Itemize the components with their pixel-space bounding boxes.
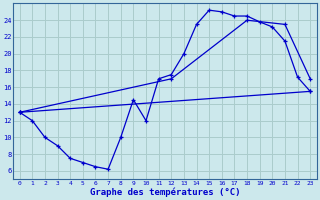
X-axis label: Graphe des températures (°C): Graphe des températures (°C) — [90, 187, 240, 197]
